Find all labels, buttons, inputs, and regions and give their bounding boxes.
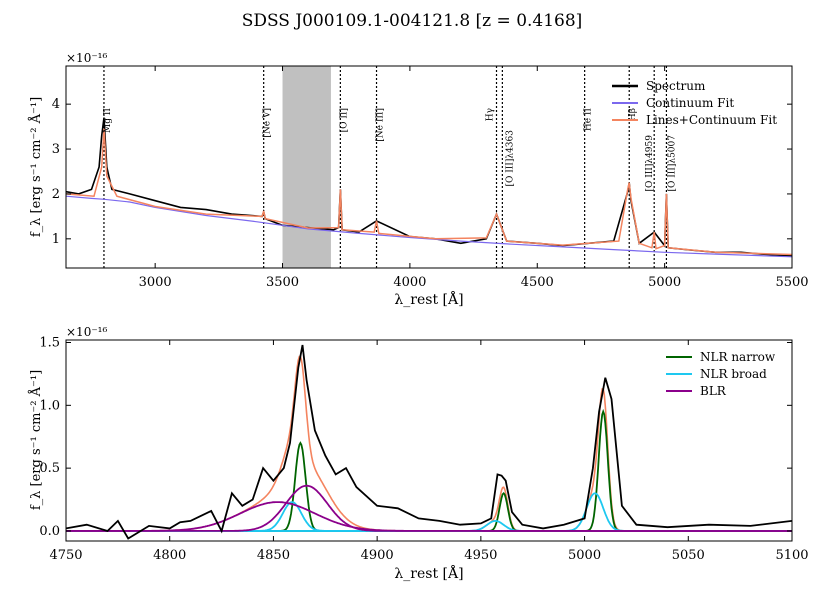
line-marker-label: [O III]λ4959 [645, 135, 655, 192]
bottom-ytick-label: 0.0 [39, 524, 60, 539]
bottom-legend-label: BLR [700, 384, 727, 398]
top-scale-label: ×10⁻¹⁶ [66, 51, 107, 65]
line-marker-label: [O II] [339, 108, 349, 132]
line-marker-label: [O III]λ4363 [505, 130, 515, 187]
bottom-ytick-label: 1.5 [39, 336, 60, 351]
bottom-ticks: 4750 4800 4850 4900 4950 5000 5050 5100 0.0 0.5 1.… [39, 336, 808, 563]
bottom-legend-label: NLR broad [700, 367, 767, 381]
panel-bottom: ×10⁻¹⁶ 4750 4800 4850 4900 4950 5000 5050 5100 0… [28, 325, 809, 582]
top-ticks: Mg II [Ne V] [O II] [Ne III] Hγ [O III]λ4363 H… [52, 66, 809, 290]
bottom-axes-frame [65, 339, 793, 542]
top-series-group [66, 66, 792, 268]
bottom-legend-label: NLR narrow [700, 350, 776, 364]
line-marker-label: Hβ [628, 108, 638, 121]
bottom-xtick-label: 4800 [153, 548, 186, 563]
top-xlabel: λ_rest [Å] [394, 290, 463, 308]
top-ytick-label: 1 [52, 232, 60, 247]
bottom-xlabel: λ_rest [Å] [394, 564, 463, 582]
bottom-legend: NLR narrow NLR broad BLR [666, 350, 776, 398]
series-lines-continuum-fit [66, 128, 792, 256]
bottom-ylabel: f_λ [erg s⁻¹ cm⁻² Å⁻¹] [28, 370, 44, 510]
total-line-fit [66, 355, 792, 532]
masked-region [282, 66, 331, 268]
top-plot-content [66, 66, 792, 268]
panel-top: ×10⁻¹⁶ Mg II [Ne V] [O II] [Ne III] Hγ [O III… [28, 51, 809, 308]
line-marker-label: Mg II [103, 108, 113, 133]
bottom-xtick-label: 4850 [257, 548, 290, 563]
series-continuum-fit [66, 195, 792, 258]
top-xtick-label: 5500 [775, 275, 808, 290]
top-xtick-label: 4000 [393, 275, 426, 290]
top-xtick-label: 4500 [521, 275, 554, 290]
nlr-narrow-component [66, 441, 792, 532]
top-ylabel: f_λ [erg s⁻¹ cm⁻² Å⁻¹] [28, 97, 44, 237]
bottom-ytick-label: 0.5 [39, 461, 60, 476]
bottom-xtick-label: 4900 [361, 548, 394, 563]
bottom-xtick-label: 5050 [672, 548, 705, 563]
line-marker-label: [Ne V] [263, 108, 273, 138]
bottom-xtick-label: 4950 [464, 548, 497, 563]
bottom-xtick-label: 5100 [775, 548, 808, 563]
top-xtick-label: 3000 [139, 275, 172, 290]
top-legend-label: Lines+Continuum Fit [646, 113, 777, 127]
bottom-xtick-label: 5000 [568, 548, 601, 563]
bottom-ytick-label: 1.0 [39, 398, 60, 413]
top-xtick-label: 3500 [266, 275, 299, 290]
line-marker-label: He II [584, 108, 594, 132]
top-legend-label: Continuum Fit [646, 96, 734, 110]
nlr-narrow-component [66, 408, 792, 532]
blr-component [66, 484, 792, 532]
top-xtick-label: 5000 [648, 275, 681, 290]
bottom-scale-label: ×10⁻¹⁶ [66, 325, 107, 339]
line-marker-label: [Ne III] [376, 108, 386, 142]
series-spectrum [66, 344, 792, 540]
figure-title: SDSS J000109.1-004121.8 [z = 0.4168] [242, 11, 583, 31]
bottom-series-group [66, 344, 792, 540]
top-axes-frame [65, 65, 793, 269]
line-marker-label: Hγ [486, 108, 496, 121]
line-marker-label: [O III]λ5007 [667, 135, 677, 192]
top-legend: Spectrum Continuum Fit Lines+Continuum Fit [612, 79, 777, 127]
top-ytick-label: 2 [52, 187, 60, 202]
top-ytick-label: 4 [52, 97, 60, 112]
top-legend-label: Spectrum [646, 79, 706, 93]
top-ytick-label: 3 [52, 142, 60, 157]
bottom-plot-content [66, 344, 792, 540]
series-spectrum [66, 117, 792, 257]
bottom-xtick-label: 4750 [49, 548, 82, 563]
